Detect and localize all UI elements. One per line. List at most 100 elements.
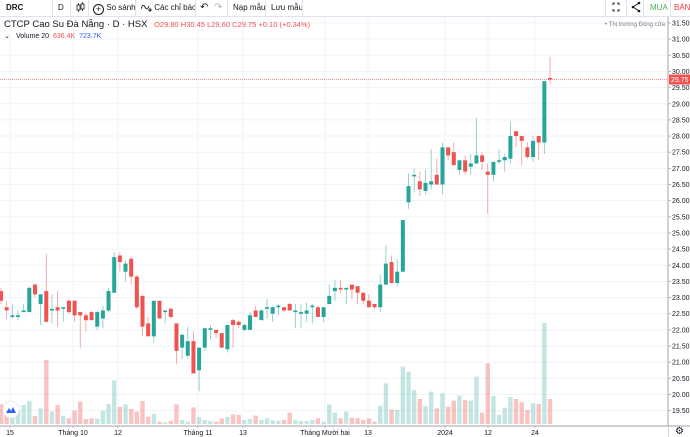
volume-bar: [525, 410, 530, 424]
time-tick-label: 2024: [437, 430, 453, 437]
candle-body: [395, 271, 400, 284]
volume-bar: [106, 404, 111, 424]
candle-body: [344, 287, 349, 290]
time-tick-label: Tháng 11: [183, 430, 212, 437]
candle-body: [89, 312, 94, 321]
chevron-down-icon[interactable]: ⌄: [4, 33, 10, 40]
candle: [536, 136, 541, 161]
tradingview-logo[interactable]: [3, 402, 19, 418]
undo-icon[interactable]: ↶: [200, 2, 209, 13]
candle: [168, 307, 173, 319]
volume-bar: [174, 404, 179, 424]
candle: [514, 131, 519, 148]
price-tick-label: 28.50: [672, 117, 690, 124]
candle-body: [44, 291, 49, 322]
volume-bar: [202, 420, 207, 424]
plus-circle-icon: +: [93, 4, 104, 15]
candle: [44, 253, 49, 322]
candle: [151, 300, 156, 343]
indicators-button[interactable]: Các chỉ báo: [140, 0, 197, 16]
candle-body: [15, 315, 20, 317]
candle-body: [508, 136, 513, 159]
indicators-icon: [140, 4, 152, 12]
volume-bar: [513, 398, 519, 424]
price-tick-label: 30.50: [672, 53, 690, 60]
volume-bar: [332, 412, 338, 424]
candle-body: [525, 147, 530, 158]
volume-bar: [491, 396, 496, 424]
price-tick-label: 21.00: [672, 360, 690, 367]
interval-button[interactable]: D: [58, 3, 64, 12]
symbol-title: CTCP Cao Su Đà Nẵng · D · HSX: [4, 19, 148, 30]
chart-legend: CTCP Cao Su Đà Nẵng · D · HSX O29.80 H30…: [4, 19, 310, 30]
candle: [480, 152, 485, 170]
redo-icon[interactable]: ↷: [214, 2, 223, 13]
candle: [248, 312, 253, 330]
candle: [21, 304, 26, 313]
settings-gear-icon[interactable]: ⚙: [675, 426, 684, 437]
volume-bar: [378, 405, 383, 424]
candle-body: [4, 307, 9, 311]
volume-bar: [259, 420, 264, 424]
candles-icon[interactable]: [76, 0, 85, 16]
candle: [474, 118, 479, 164]
candle-body: [197, 347, 202, 371]
load-template-button[interactable]: Nạp mẫu: [233, 3, 266, 12]
candle: [146, 316, 151, 337]
candle-body: [38, 294, 43, 305]
price-tick-label: 20.50: [672, 376, 690, 383]
candle: [180, 334, 185, 359]
volume-bar: [462, 400, 468, 424]
indicators-label: Các chỉ báo: [154, 3, 197, 12]
candle-body: [129, 258, 134, 277]
candle: [355, 286, 360, 305]
candle: [15, 310, 20, 321]
candle: [531, 136, 536, 162]
candle-body: [140, 295, 145, 327]
candle: [315, 305, 320, 317]
volume-bar: [168, 420, 173, 424]
share-icon[interactable]: [631, 0, 641, 16]
candle-body: [485, 171, 490, 175]
candle-body: [310, 305, 315, 308]
candle-body: [112, 257, 117, 293]
symbol-search[interactable]: DRC: [6, 3, 24, 12]
volume-bar: [547, 399, 553, 424]
candle-body: [372, 304, 377, 308]
candle: [219, 333, 224, 348]
candle-body: [457, 160, 462, 170]
market-status-label: Thị trường Đóng cửa: [608, 22, 665, 28]
candle: [117, 252, 122, 272]
candle-body: [400, 220, 405, 272]
candle-body: [463, 160, 468, 172]
candle-body: [225, 325, 230, 350]
save-template-button[interactable]: Lưu mẫu: [271, 3, 304, 12]
candle-body: [168, 308, 173, 317]
volume-bar: [15, 411, 21, 424]
volume-bar: [440, 393, 445, 424]
volume-bar: [508, 396, 513, 424]
volume-bar: [428, 391, 434, 424]
volume-bar: [38, 408, 43, 424]
buy-button[interactable]: MUA: [650, 3, 668, 12]
volume-bar: [157, 421, 162, 424]
volume-legend: ⌄ Volume 20 636.4K 723.7K: [4, 32, 101, 40]
candle: [395, 258, 400, 287]
price-tick-label: 19.50: [672, 408, 690, 415]
candle-body: [21, 310, 26, 313]
candle-body: [253, 310, 258, 317]
candle-body: [446, 147, 451, 156]
candle-body: [27, 287, 32, 313]
candle-body: [134, 276, 139, 308]
candle: [417, 171, 422, 196]
top-toolbar: DRC D + So sánh Các chỉ báo ↶ ↷ Nạp mẫu …: [0, 0, 690, 17]
volume-bar: [21, 404, 26, 424]
volume-bar: [423, 406, 428, 424]
candle-body: [10, 315, 15, 317]
sell-button[interactable]: BÁN: [674, 3, 690, 12]
volume-bar: [151, 414, 157, 424]
price-tick-label: 23.50: [672, 279, 690, 286]
compare-button[interactable]: + So sánh: [93, 0, 136, 16]
fullscreen-icon[interactable]: [611, 0, 621, 16]
